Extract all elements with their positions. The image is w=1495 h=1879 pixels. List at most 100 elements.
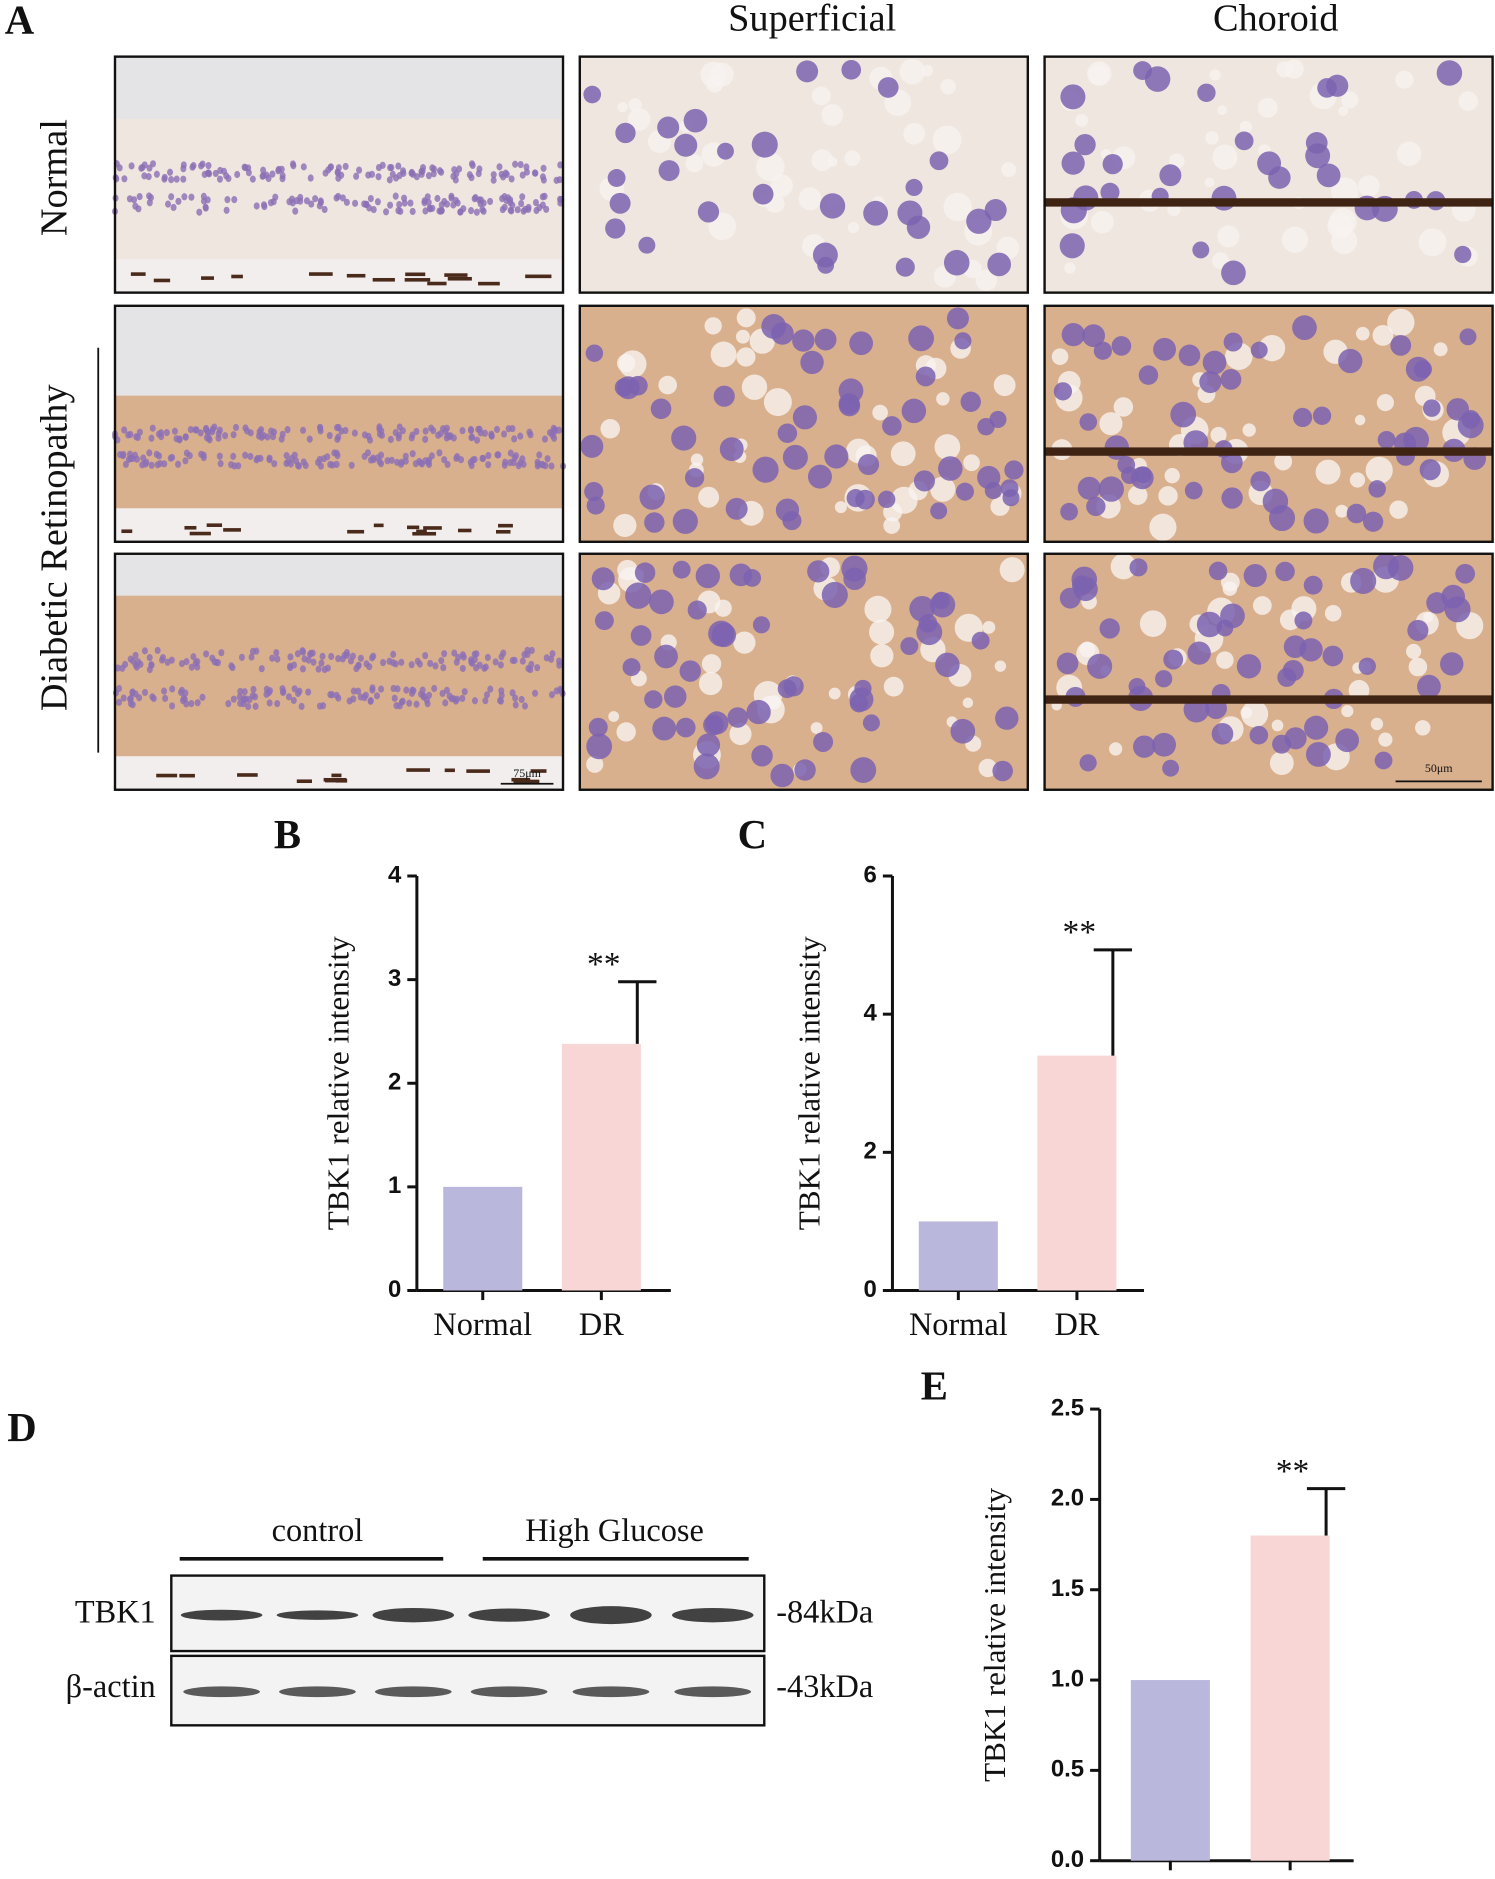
nucleus [863, 200, 889, 226]
nucleus [444, 460, 451, 469]
nucleus [224, 196, 231, 204]
nucleus [1202, 350, 1227, 375]
vacuole [1372, 325, 1394, 346]
nucleus [279, 175, 286, 183]
band [279, 1686, 356, 1698]
nucleus [807, 560, 830, 583]
nucleus [209, 425, 216, 433]
vacuole [1216, 651, 1234, 669]
nucleus [609, 192, 631, 214]
nucleus [900, 637, 919, 656]
nucleus [725, 497, 748, 520]
band [183, 1686, 260, 1698]
nucleus [1417, 674, 1441, 699]
nucleus [438, 168, 445, 176]
nucleus [319, 652, 326, 660]
nucleus [321, 205, 328, 214]
nucleus [355, 687, 362, 695]
nucleus [286, 198, 293, 206]
nucleus [501, 461, 508, 469]
nucleus [436, 449, 443, 457]
nucleus [132, 651, 139, 660]
nucleus [474, 436, 481, 444]
nucleus [403, 686, 410, 694]
nucleus [175, 197, 182, 205]
nucleus [376, 423, 383, 431]
nucleus [258, 426, 265, 434]
nucleus [966, 208, 992, 234]
nucleus [333, 691, 340, 699]
nucleus [807, 464, 832, 489]
nucleus [443, 686, 450, 694]
protein-label: β-actin [66, 1668, 156, 1704]
nucleus [387, 201, 394, 209]
nucleus [391, 694, 398, 702]
nucleus [367, 436, 374, 444]
nucleus [1087, 653, 1113, 679]
nucleus [824, 444, 849, 469]
nucleus [326, 431, 333, 440]
nucleus [434, 194, 441, 203]
pigment [444, 273, 468, 277]
nucleus [652, 716, 677, 741]
blot-bands [180, 1606, 754, 1698]
nucleus [485, 461, 492, 469]
nucleus [539, 201, 546, 209]
nucleus [843, 567, 866, 591]
nucleus [448, 194, 455, 202]
bar [1130, 1680, 1210, 1861]
nucleus [494, 451, 501, 459]
nucleus [1199, 370, 1222, 394]
nucleus [187, 425, 194, 434]
vacuole [903, 122, 925, 145]
nucleus [528, 646, 535, 655]
nucleus [696, 733, 721, 757]
nucleus [1211, 722, 1234, 745]
nucleus [446, 432, 453, 441]
nucleus [487, 685, 494, 693]
vacuole [1274, 452, 1293, 471]
nucleus [539, 193, 546, 201]
nucleus [752, 183, 774, 205]
nucleus [114, 664, 121, 672]
nucleus [794, 759, 816, 781]
nucleus [165, 200, 172, 208]
nucleus [499, 205, 506, 214]
nucleus [770, 763, 794, 788]
nucleus [305, 688, 312, 696]
micrograph-frame [578, 552, 1030, 791]
nucleus [350, 687, 357, 695]
pigment [498, 523, 513, 528]
nucleus [315, 665, 322, 673]
nucleus [1004, 460, 1024, 480]
vacuole [883, 676, 904, 697]
nucleus [580, 434, 604, 458]
nucleus [376, 458, 383, 466]
nucleus [136, 193, 143, 201]
nucleus [553, 176, 560, 184]
nucleus [247, 452, 254, 461]
vacuole [890, 486, 918, 514]
vacuole [1075, 113, 1088, 127]
nucleus [328, 652, 335, 661]
nucleus [638, 236, 656, 254]
nucleus [142, 688, 148, 697]
vacuole [1088, 64, 1110, 86]
vacuole [847, 221, 859, 234]
row-label: Diabetic Retinopathy [33, 384, 75, 712]
nucleus [479, 205, 486, 214]
nucleus [671, 425, 697, 451]
nucleus [378, 451, 385, 459]
nucleus [351, 429, 358, 437]
nucleus [344, 651, 350, 659]
vacuole [1051, 348, 1069, 365]
pigment [179, 773, 195, 778]
nucleus [396, 200, 403, 209]
nucleus [279, 430, 286, 438]
vacuole [1355, 326, 1370, 341]
nucleus [539, 173, 546, 181]
nucleus [995, 706, 1019, 730]
nucleus [441, 456, 448, 464]
nucleus [263, 690, 270, 698]
